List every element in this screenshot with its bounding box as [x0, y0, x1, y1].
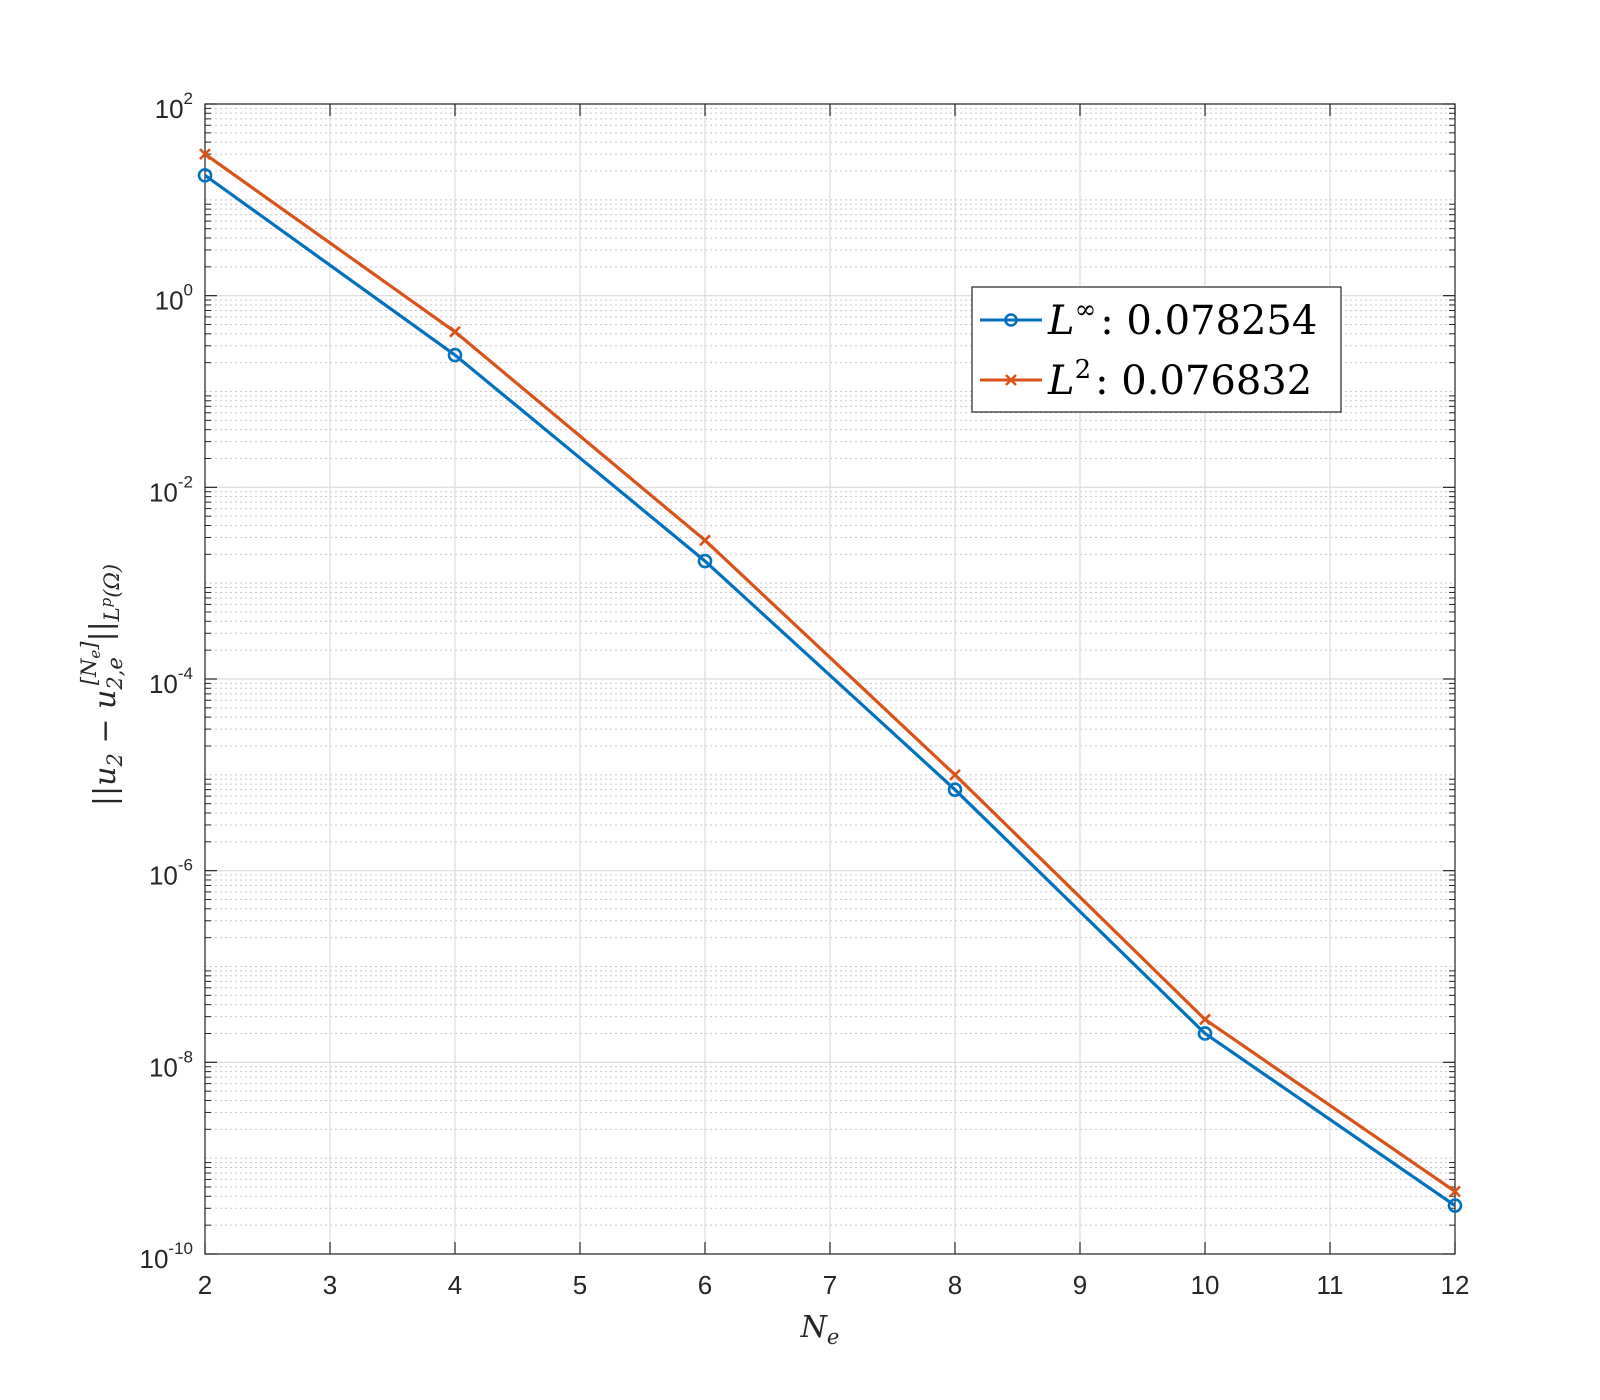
- y-tick-labels: 102 100 10-2 10-4 10-6 10-8 10-10: [140, 89, 194, 1274]
- x-tick-label: 8: [948, 1270, 962, 1300]
- x-axis-label: Ne: [800, 1310, 840, 1349]
- data-point-1-2: [699, 534, 711, 547]
- legend-label-linf: L∞: 0.078254: [1047, 295, 1317, 344]
- y-tick-label: 10-6: [149, 856, 193, 891]
- data-point-0-5: [1447, 1198, 1463, 1213]
- x-tick-label: 2: [198, 1270, 212, 1300]
- marker-stroke: [699, 534, 711, 547]
- data-point-0-0: [197, 168, 213, 183]
- series-line-1: [204, 152, 1456, 1193]
- legend-marker-l2: [1005, 374, 1017, 386]
- marker-stroke: [199, 148, 211, 161]
- y-tick-label: 102: [155, 89, 193, 124]
- data-point-0-4: [1197, 1026, 1213, 1041]
- y-tick-label: 10-2: [149, 472, 193, 507]
- marker-stroke: [949, 768, 961, 781]
- data-point-0-2: [697, 553, 713, 569]
- series-line-0: [204, 174, 1456, 1207]
- x-tick-label: 10: [1191, 1270, 1220, 1300]
- x-tick-label: 6: [698, 1270, 712, 1300]
- x-tick-label: 12: [1441, 1270, 1470, 1300]
- x-tick-label: 11: [1317, 1270, 1344, 1300]
- y-tick-label: 10-8: [149, 1047, 193, 1082]
- x-tick-label: 7: [823, 1270, 837, 1300]
- data-point-1-5: [1449, 1185, 1461, 1198]
- marker-stroke: [1449, 1185, 1461, 1198]
- x-tick-label: 4: [448, 1270, 462, 1300]
- legend-label-l2: L2: 0.076832: [1047, 355, 1312, 404]
- y-axis-label: ||u2 − u2,e[Ne]||Lp(Ω): [77, 564, 127, 806]
- marker-stroke: [449, 325, 461, 338]
- data-point-1-1: [449, 325, 461, 338]
- legend-marker-linf: [1004, 313, 1018, 327]
- y-tick-label: 10-4: [149, 664, 193, 699]
- data-point-0-1: [447, 347, 463, 363]
- legend-entry-linf: L∞: 0.078254: [980, 295, 1317, 344]
- x-tick-label: 9: [1073, 1270, 1087, 1300]
- x-tick-label: 5: [573, 1270, 587, 1300]
- series-layer: [197, 148, 1463, 1213]
- data-point-1-4: [1199, 1013, 1211, 1026]
- axis-ticks: [204, 103, 1456, 1255]
- marker-stroke: [1199, 1013, 1211, 1026]
- legend-box: [971, 286, 1342, 413]
- legend-entry-l2: L2: 0.076832: [980, 355, 1312, 404]
- data-point-0-3: [947, 782, 963, 797]
- y-tick-label: 10-10: [140, 1239, 194, 1274]
- y-tick-label: 100: [155, 281, 193, 316]
- data-point-1-3: [949, 768, 961, 781]
- legend: L∞: 0.078254 L2: 0.076832: [971, 286, 1342, 413]
- x-tick-labels: 2 3 4 5 6 7 8 9 10 11 12: [198, 1270, 1470, 1300]
- data-point-1-0: [199, 148, 211, 161]
- x-tick-label: 3: [323, 1270, 337, 1300]
